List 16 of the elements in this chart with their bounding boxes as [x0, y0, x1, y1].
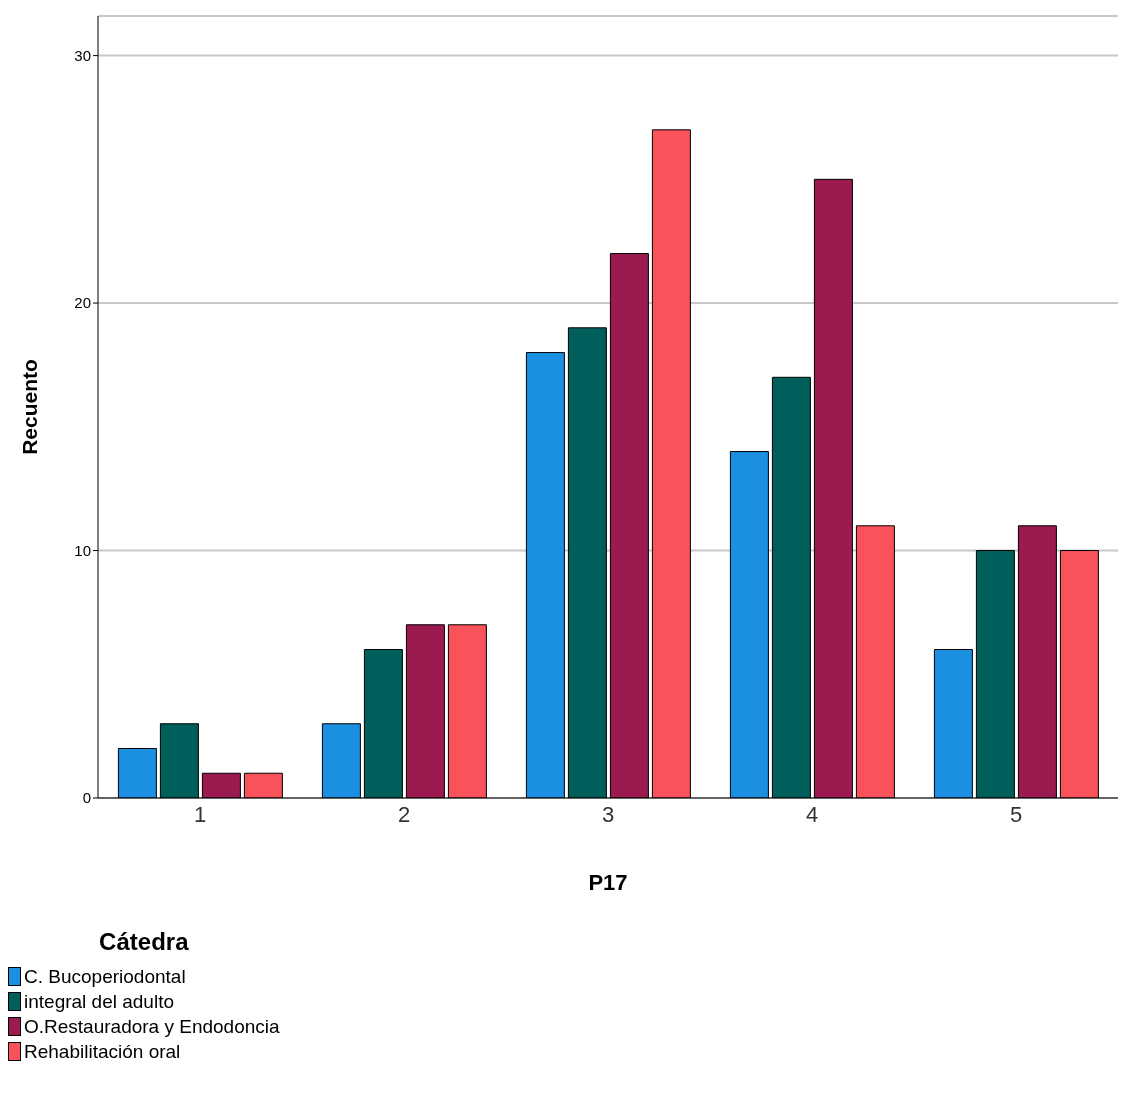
- legend-label: O.Restauradora y Endodoncia: [24, 1015, 280, 1039]
- x-tick-label: 4: [805, 801, 819, 827]
- x-axis-title: P17: [588, 870, 628, 895]
- x-tick-label: 2: [397, 801, 411, 827]
- legend-label: integral del adulto: [24, 990, 174, 1014]
- y-tick-label: 30: [74, 46, 91, 64]
- legend-label: Rehabilitación oral: [24, 1040, 181, 1064]
- y-axis-title: Recuento: [18, 359, 42, 455]
- legend-title: Cátedra: [98, 928, 190, 956]
- x-tick-label: 3: [601, 801, 615, 827]
- x-tick-label: 5: [1009, 801, 1023, 827]
- x-tick-label: 1: [193, 801, 207, 827]
- legend-label: C. Bucoperiodontal: [24, 965, 186, 989]
- y-tick-label: 20: [74, 294, 91, 312]
- y-tick-label: 10: [74, 541, 91, 559]
- y-tick-label: 0: [82, 789, 91, 807]
